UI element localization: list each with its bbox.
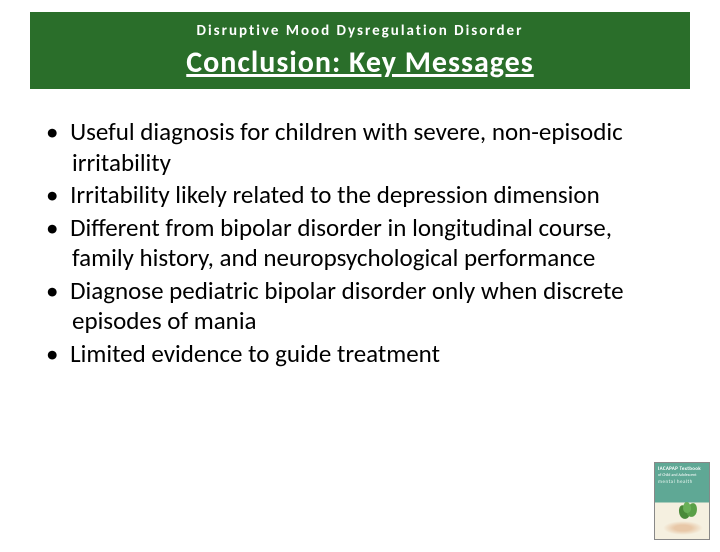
- header-bar: Disruptive Mood Dysregulation Disorder C…: [30, 12, 690, 89]
- bullet-item: Irritability likely related to the depre…: [46, 180, 674, 211]
- bullet-item: Useful diagnosis for children with sever…: [46, 117, 674, 178]
- thumbnail-title-line: IACAPAP Textbook: [658, 466, 706, 472]
- bullet-item: Limited evidence to guide treatment: [46, 339, 674, 370]
- bullet-item: Diagnose pediatric bipolar disorder only…: [46, 276, 674, 337]
- content-area: Useful diagnosis for children with sever…: [0, 89, 720, 369]
- thumbnail-title-line: mental health: [658, 479, 706, 485]
- slide-title: Conclusion: Key Messages: [30, 44, 690, 81]
- bullet-list: Useful diagnosis for children with sever…: [46, 117, 674, 369]
- bullet-item: Different from bipolar disorder in longi…: [46, 213, 674, 274]
- thumbnail-title-line: of Child and Adolescent: [658, 473, 706, 478]
- plant-icon: [665, 503, 701, 533]
- thumbnail-header: IACAPAP Textbook of Child and Adolescent…: [658, 466, 706, 504]
- slide-subtitle: Disruptive Mood Dysregulation Disorder: [30, 22, 690, 40]
- textbook-thumbnail: IACAPAP Textbook of Child and Adolescent…: [654, 462, 710, 540]
